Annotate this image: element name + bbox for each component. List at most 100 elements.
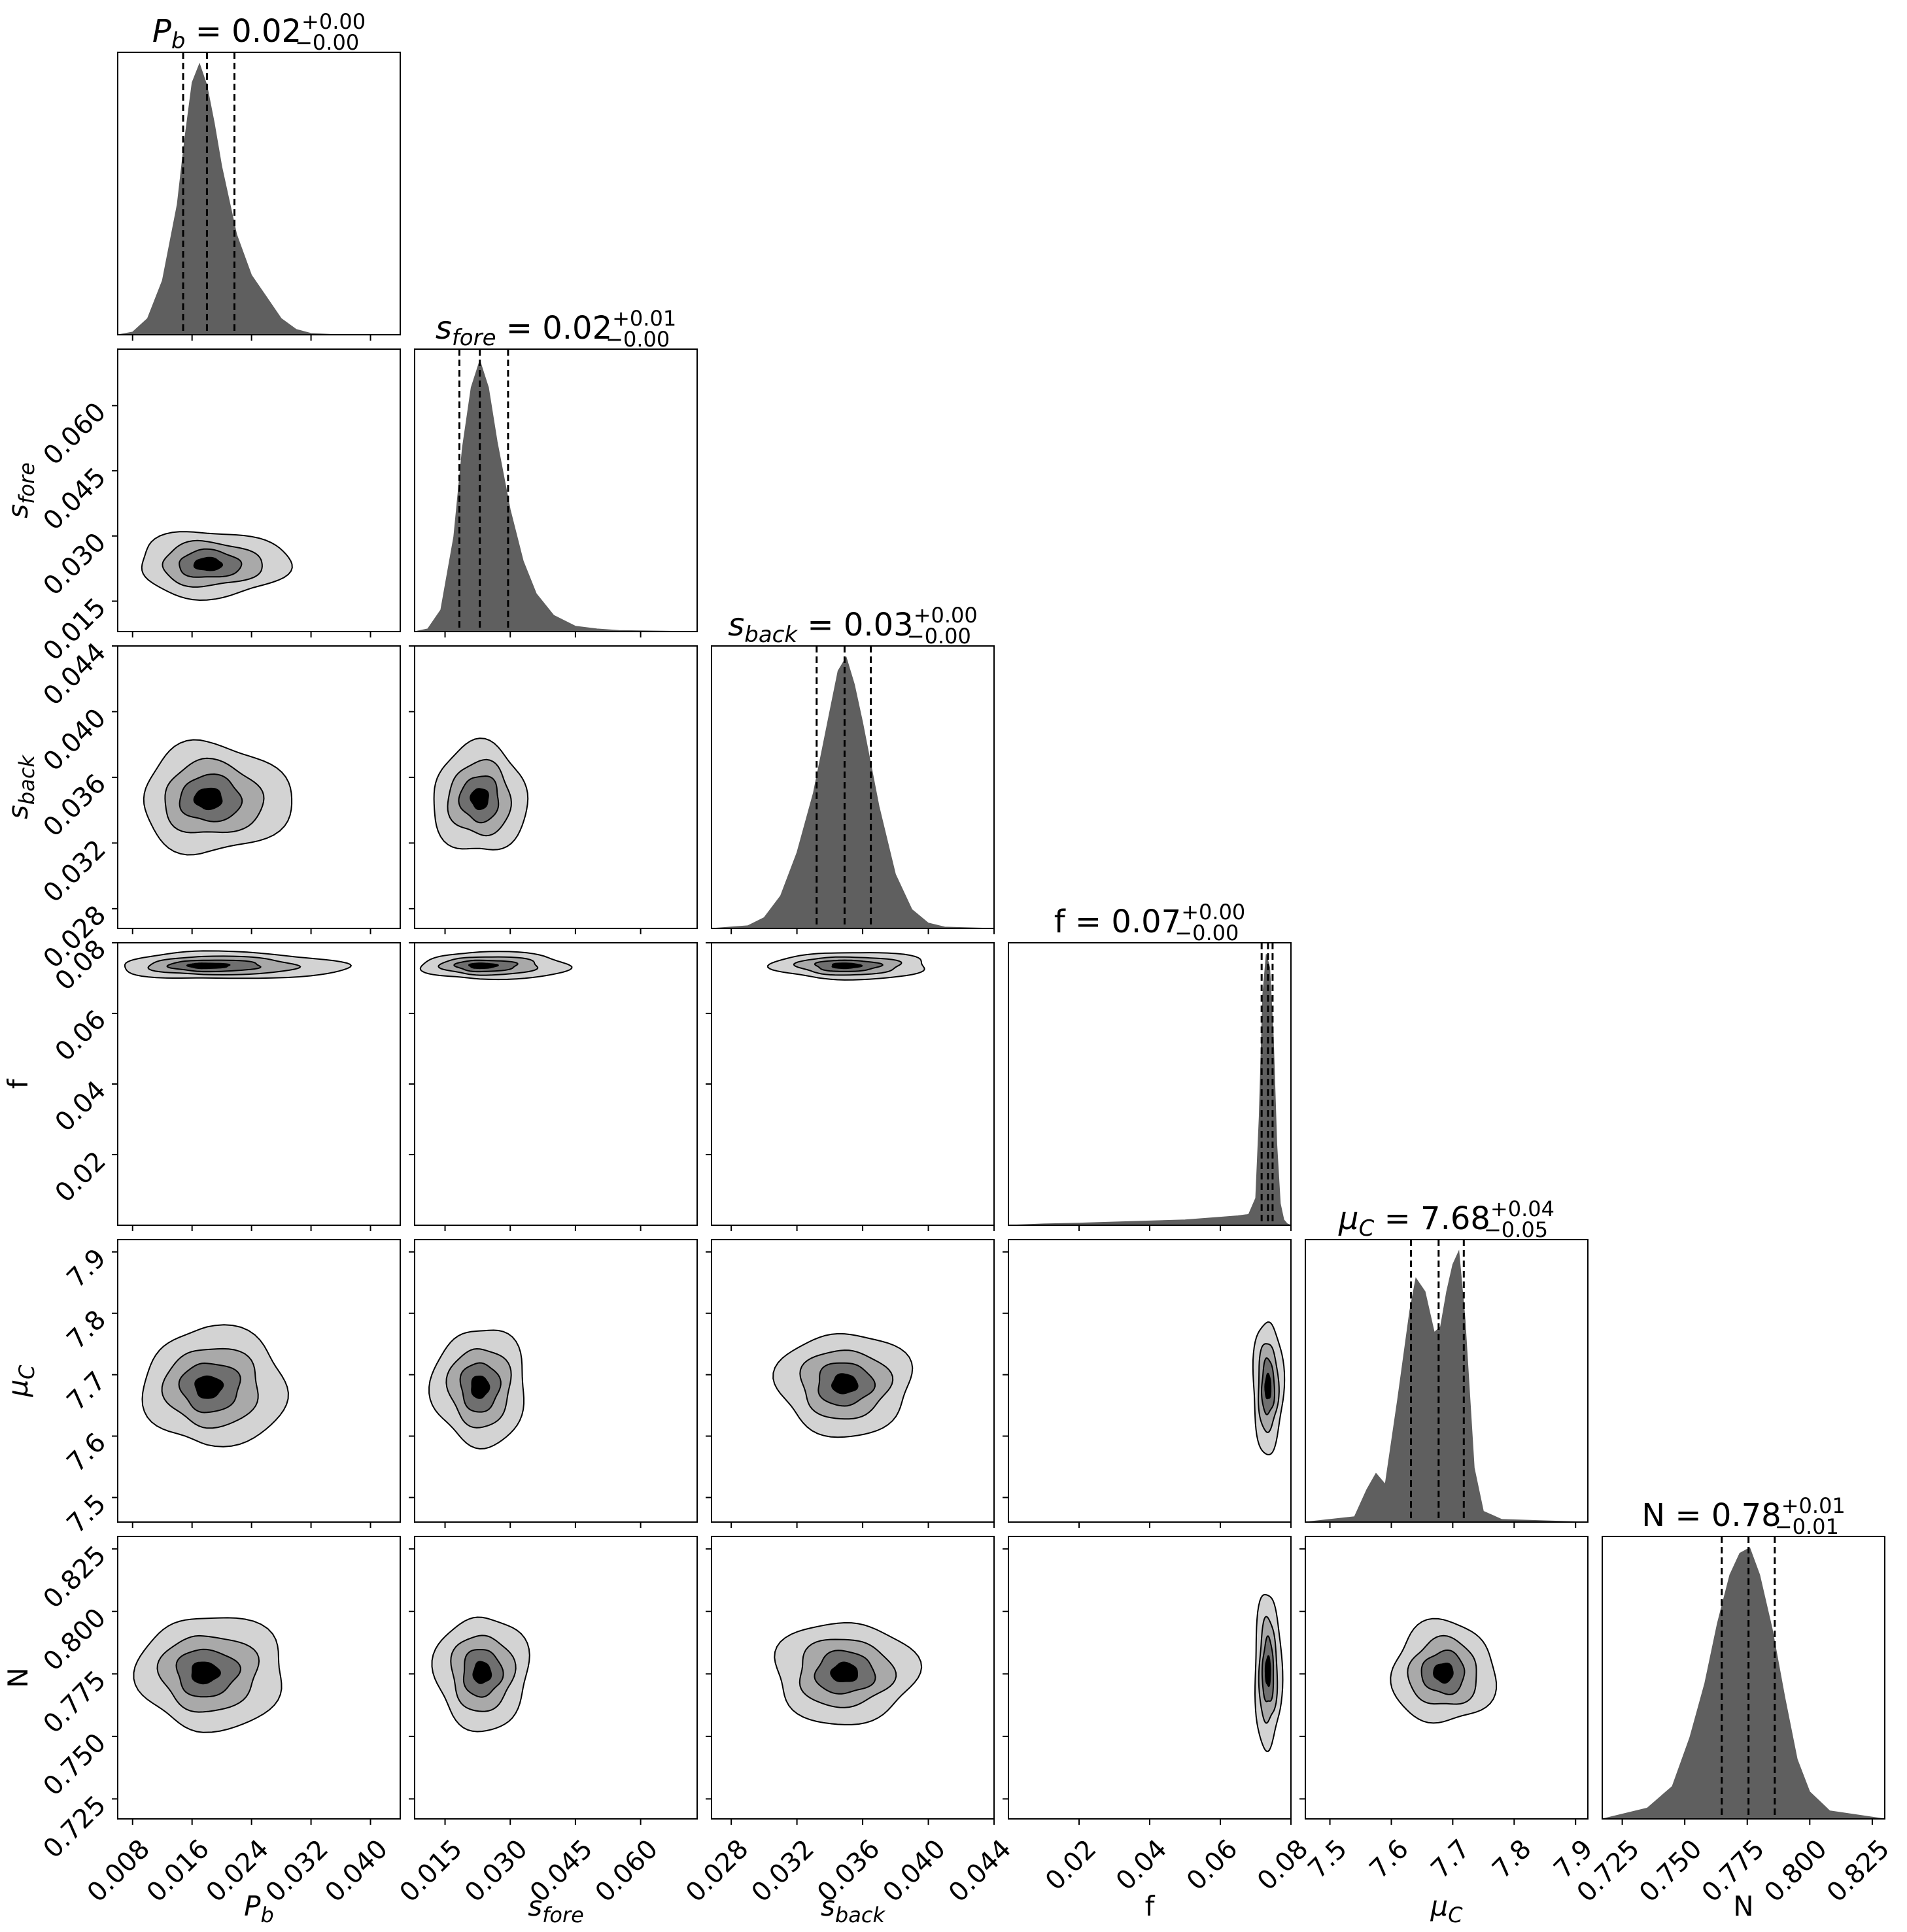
panel-frame: [117, 52, 401, 335]
xlabel-sfore-subscript: fore: [542, 1903, 584, 1927]
title-symbol: N: [1641, 1497, 1665, 1534]
histogram-N: [1602, 1547, 1885, 1819]
ylabel-N-symbol: N: [2, 1667, 34, 1687]
contour-level-4: [471, 1376, 490, 1399]
contour-level-4: [831, 1373, 859, 1395]
xlabel-f-symbol: f: [1145, 1890, 1156, 1922]
panel-contents: [428, 1329, 524, 1450]
title-equals: = 0.02: [185, 13, 301, 50]
panel-frame: [1602, 1536, 1885, 1820]
panel-contents: [1602, 1536, 1885, 1819]
contour-panel-Pb-f: 0.020.040.060.08: [50, 934, 401, 1231]
panel-frame: [414, 1536, 698, 1820]
contour-level-4: [191, 1661, 221, 1685]
panel-contents: [141, 531, 293, 602]
x-tick-label: 0.825: [1821, 1834, 1896, 1908]
contour-panel-f-N: 0.02 0.04 0.06 0.08: [1003, 1536, 1314, 1896]
x-axis-label-N: N: [1733, 1890, 1753, 1922]
x-tick-label: 7.7: [1425, 1834, 1476, 1885]
contour-level-4: [193, 787, 223, 811]
y-tick-label: 0.02: [50, 1146, 112, 1209]
y-tick-label: 0.030: [38, 527, 112, 602]
panel-contents: [1390, 1618, 1498, 1724]
x-axis-label-muC: μC: [1430, 1890, 1463, 1927]
title-upper-error: +0.00: [301, 9, 366, 34]
panel-contents: [133, 1617, 283, 1733]
ylabel-sback-subscript: back: [14, 754, 39, 805]
histogram-panel-N: N = 0.78+0.01 −0.010.7250.7500.7750.8000.…: [1572, 1493, 1896, 1908]
title-equals: = 0.03: [797, 607, 914, 643]
panel-frame: [414, 348, 698, 632]
panel-contents: [143, 739, 293, 856]
title-upper-error: +0.04: [1490, 1196, 1555, 1221]
histogram-f: [1008, 954, 1291, 1225]
panel-frame: [1305, 1239, 1589, 1523]
title-upper-error: +0.00: [914, 603, 978, 628]
ylabel-sback-symbol: s: [2, 805, 34, 819]
y-tick-label: 0.775: [38, 1665, 112, 1740]
panel-contents: [767, 952, 925, 981]
contour-level-4: [193, 556, 224, 571]
x-tick-label: 7.5: [1302, 1834, 1353, 1885]
x-axis-label-sfore: sfore: [528, 1890, 584, 1927]
contour-level-4: [186, 962, 231, 970]
title-symbol: P: [152, 13, 171, 50]
panel-contents: [118, 52, 400, 335]
histogram-panel-muC: μC = 7.68+0.04 −0.05: [1305, 1196, 1589, 1528]
x-tick-label: 0.015: [394, 1834, 468, 1908]
ylabel-sfore-subscript: fore: [14, 462, 39, 504]
panel-frame: [117, 1536, 401, 1820]
panel-frame: [414, 1239, 698, 1523]
panel-frame: [711, 1239, 995, 1523]
contour-level-4: [830, 1661, 858, 1682]
panel-frame: [1008, 942, 1292, 1226]
contour-panel-sback-muC: [706, 1239, 995, 1528]
contour-level-4: [468, 962, 499, 970]
xlabel-sback-symbol: s: [821, 1890, 835, 1922]
title-upper-error: +0.01: [1781, 1493, 1846, 1518]
y-axis-label-f: f: [2, 1078, 34, 1089]
histogram-panel-sfore: sfore = 0.02+0.01 −0.00: [414, 306, 698, 637]
title-symbol: μ: [1338, 1200, 1359, 1237]
title-sfore: sfore = 0.02+0.01 −0.00: [436, 306, 676, 352]
ylabel-muC-subscript: C: [14, 1364, 39, 1380]
panel-contents: [772, 1332, 914, 1438]
x-tick-label: 7.6: [1364, 1834, 1415, 1885]
panel-frame: [117, 645, 401, 929]
x-tick-label: 0.800: [1759, 1834, 1833, 1908]
y-tick-label: 0.040: [38, 703, 112, 777]
x-tick-label: 0.016: [141, 1834, 216, 1908]
contour-panel-sfore-muC: [409, 1239, 698, 1528]
y-tick-label: 0.036: [38, 768, 112, 843]
panel-frame: [117, 1239, 401, 1523]
x-axis-label-f: f: [1145, 1890, 1156, 1922]
panel-contents: [141, 1324, 289, 1448]
panel-frame: [1305, 1536, 1589, 1820]
x-tick-label: 0.024: [201, 1834, 275, 1908]
title-subscript: C: [1359, 1215, 1375, 1242]
title-muC: μC = 7.68+0.04 −0.05: [1338, 1196, 1555, 1242]
histogram-Pb: [118, 62, 400, 335]
title-symbol: s: [436, 310, 452, 347]
x-axis-label-sback: sback: [821, 1890, 885, 1927]
panel-contents: [419, 951, 573, 981]
title-equals: = 7.68: [1374, 1200, 1490, 1237]
xlabel-muC-subscript: C: [1448, 1903, 1463, 1927]
x-tick-label: 0.04: [1110, 1834, 1173, 1897]
title-sback: sback = 0.03+0.00 −0.00: [728, 603, 978, 649]
y-tick-label: 7.7: [61, 1366, 112, 1417]
y-axis-label-N: N: [2, 1667, 34, 1687]
title-equals: = 0.07: [1065, 904, 1182, 940]
x-tick-label: 0.060: [590, 1834, 664, 1908]
title-lower-error: −0.00: [1175, 921, 1239, 945]
panel-frame: [1008, 1239, 1292, 1523]
y-tick-label: 0.750: [38, 1727, 112, 1802]
panel-contents: [1252, 1321, 1286, 1455]
title-lower-error: −0.00: [606, 327, 670, 352]
contour-panel-f-muC: [1003, 1239, 1292, 1528]
x-tick-label: 0.030: [459, 1834, 534, 1908]
xlabel-sfore-symbol: s: [528, 1890, 542, 1922]
